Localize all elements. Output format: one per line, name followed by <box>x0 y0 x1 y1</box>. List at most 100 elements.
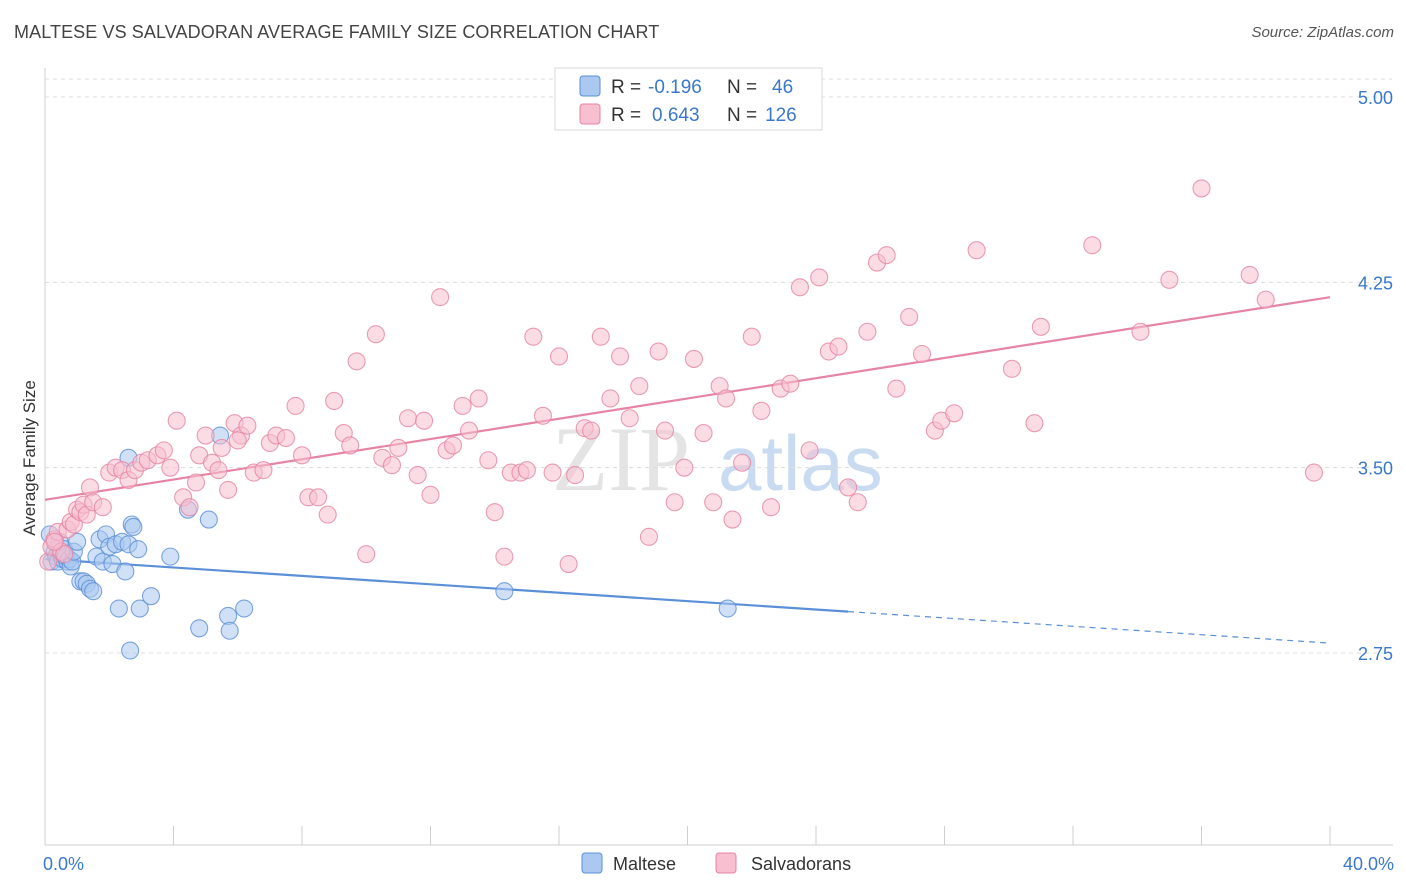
point-salvadorans <box>254 461 273 480</box>
point-salvadorans <box>325 391 344 410</box>
point-salvadorans <box>912 344 932 364</box>
point-salvadorans <box>341 436 360 455</box>
point-salvadorans <box>286 396 305 415</box>
y-tick-label: 2.75 <box>1358 644 1393 664</box>
point-salvadorans <box>55 545 74 564</box>
point-salvadorans <box>366 325 385 344</box>
point-maltese <box>161 547 180 566</box>
point-salvadorans <box>292 446 312 465</box>
point-maltese <box>129 540 148 559</box>
point-maltese <box>190 619 209 638</box>
point-salvadorans <box>80 478 100 497</box>
point-salvadorans <box>601 389 620 408</box>
point-salvadorans <box>559 554 578 574</box>
legend-n-value-salvadorans: 126 <box>765 105 797 126</box>
point-salvadorans <box>45 532 64 551</box>
point-salvadorans <box>459 421 479 440</box>
point-salvadorans <box>167 411 186 430</box>
y-tick-label: 3.50 <box>1358 459 1393 479</box>
point-salvadorans <box>829 337 848 356</box>
point-salvadorans <box>357 545 376 564</box>
point-salvadorans <box>790 278 809 297</box>
legend-n-label-salvadorans: N = <box>727 105 757 126</box>
point-salvadorans <box>649 342 668 361</box>
point-salvadorans <box>421 485 440 504</box>
point-salvadorans <box>389 438 408 457</box>
point-salvadorans <box>945 404 964 423</box>
y-axis-label: Average Family Size <box>20 380 39 536</box>
legend-n-value-maltese: 46 <box>772 77 793 98</box>
point-salvadorans <box>479 451 498 470</box>
point-salvadorans <box>469 389 488 408</box>
point-salvadorans <box>1002 359 1022 378</box>
point-maltese <box>235 599 254 618</box>
point-salvadorans <box>408 466 427 485</box>
point-maltese <box>116 562 135 581</box>
point-salvadorans <box>675 458 694 477</box>
legend-r-label-salvadorans: R = <box>611 105 641 126</box>
point-salvadorans <box>212 438 231 457</box>
point-salvadorans <box>900 307 919 326</box>
bottom-legend-swatch-salvadorans <box>715 852 737 874</box>
point-salvadorans <box>180 498 199 517</box>
point-salvadorans <box>781 374 800 393</box>
point-salvadorans <box>887 379 906 398</box>
point-salvadorans <box>431 288 450 307</box>
point-salvadorans <box>543 463 562 482</box>
stats-legend: R = -0.196 N = 46 R = 0.643 N = 126 <box>554 67 823 131</box>
point-salvadorans <box>196 426 215 445</box>
point-salvadorans <box>1160 270 1179 289</box>
point-salvadorans <box>309 488 328 507</box>
point-salvadorans <box>209 461 228 480</box>
y-tick-label: 5.00 <box>1358 88 1393 108</box>
point-salvadorans <box>704 493 723 512</box>
point-salvadorans <box>517 461 536 480</box>
y-tick-labels: 2.75 3.50 4.25 5.00 <box>1358 88 1393 664</box>
data-points <box>39 179 1323 660</box>
point-salvadorans <box>582 421 601 440</box>
point-salvadorans <box>1192 179 1211 198</box>
bottom-legend-label-maltese: Maltese <box>613 854 676 874</box>
point-salvadorans <box>1025 414 1044 433</box>
point-salvadorans <box>800 441 819 460</box>
source-label: Source: ZipAtlas.com <box>1251 24 1394 41</box>
trend-line-maltese <box>44 558 849 613</box>
point-salvadorans <box>415 411 434 430</box>
legend-r-value-maltese: -0.196 <box>648 77 702 98</box>
point-salvadorans <box>1031 317 1050 336</box>
point-salvadorans <box>398 409 418 428</box>
point-salvadorans <box>453 396 472 415</box>
point-salvadorans <box>318 505 337 524</box>
point-salvadorans <box>723 510 742 529</box>
point-salvadorans <box>620 409 639 428</box>
point-maltese <box>220 621 239 640</box>
point-salvadorans <box>93 498 112 517</box>
point-salvadorans <box>733 453 752 472</box>
point-salvadorans <box>228 431 247 450</box>
point-salvadorans <box>1131 322 1150 341</box>
point-salvadorans <box>485 503 504 522</box>
point-salvadorans <box>1083 236 1102 255</box>
point-salvadorans <box>858 322 877 341</box>
point-maltese <box>68 532 87 551</box>
point-salvadorans <box>967 241 986 260</box>
legend-r-label-maltese: R = <box>611 77 641 98</box>
point-salvadorans <box>591 327 610 346</box>
point-maltese <box>109 599 128 618</box>
point-maltese <box>130 599 149 618</box>
point-salvadorans <box>276 428 295 448</box>
point-maltese <box>718 599 737 618</box>
chart-title: MALTESE VS SALVADORAN AVERAGE FAMILY SIZ… <box>14 22 660 42</box>
trend-line-maltese-extension <box>848 611 1331 644</box>
point-salvadorans <box>839 478 858 497</box>
axes <box>44 68 1393 846</box>
point-salvadorans <box>848 493 867 512</box>
point-salvadorans <box>186 473 206 492</box>
series-legend: Maltese Salvadorans <box>581 852 851 874</box>
point-salvadorans <box>219 480 238 499</box>
point-maltese <box>199 510 218 529</box>
point-salvadorans <box>161 458 180 477</box>
point-salvadorans <box>716 389 736 408</box>
point-salvadorans <box>694 424 713 443</box>
